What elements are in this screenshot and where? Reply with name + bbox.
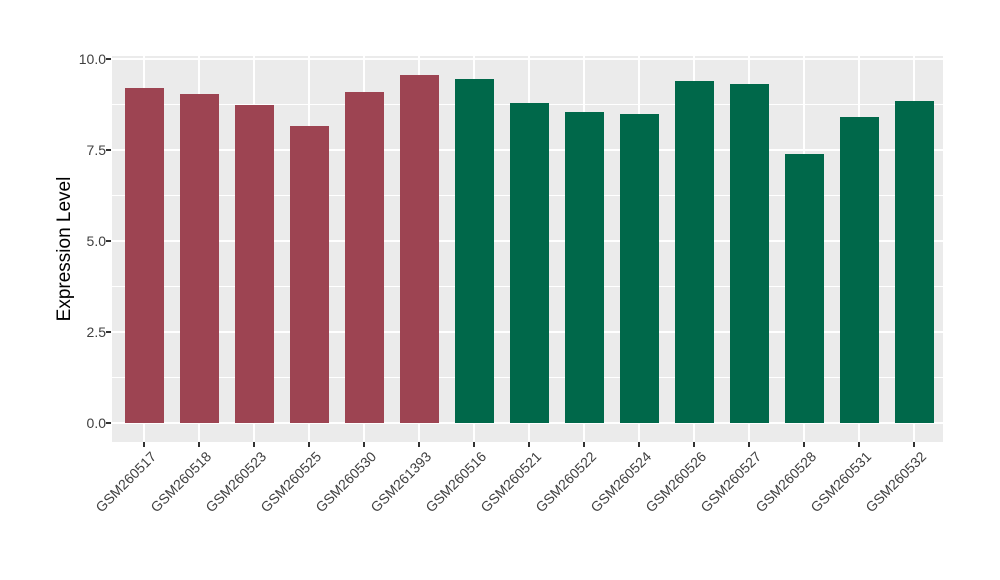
bar-GSM260523 bbox=[234, 104, 274, 423]
x-tick-mark bbox=[418, 442, 420, 447]
y-tick-label: 10.0 bbox=[78, 51, 106, 67]
y-tick-label: 5.0 bbox=[86, 233, 106, 249]
bar-GSM260532 bbox=[894, 100, 934, 423]
y-axis-title: Expression Level bbox=[54, 176, 75, 322]
y-tick-mark bbox=[106, 149, 111, 151]
x-tick-mark bbox=[198, 442, 200, 447]
y-tick-label: 2.5 bbox=[86, 324, 106, 340]
bar-GSM260522 bbox=[564, 111, 604, 423]
y-tick-label: 7.5 bbox=[86, 142, 106, 158]
y-tick-mark bbox=[106, 58, 111, 60]
bar-GSM260521 bbox=[509, 102, 549, 423]
y-tick-label: 0.0 bbox=[86, 415, 106, 431]
bar-GSM260530 bbox=[344, 91, 384, 423]
x-tick-mark bbox=[253, 442, 255, 447]
bar-GSM260525 bbox=[289, 126, 329, 423]
y-tick-mark bbox=[106, 422, 111, 424]
bar-GSM260524 bbox=[619, 113, 659, 423]
x-tick-mark bbox=[473, 442, 475, 447]
x-tick-mark bbox=[528, 442, 530, 447]
x-tick-mark bbox=[363, 442, 365, 447]
bar-GSM260516 bbox=[454, 79, 494, 423]
x-tick-mark bbox=[583, 442, 585, 447]
bar-GSM260531 bbox=[839, 117, 879, 423]
x-tick-mark bbox=[693, 442, 695, 447]
bar-GSM261393 bbox=[399, 75, 439, 423]
x-tick-mark bbox=[803, 442, 805, 447]
bar-GSM260527 bbox=[729, 84, 769, 423]
x-tick-mark bbox=[913, 442, 915, 447]
x-tick-mark bbox=[858, 442, 860, 447]
plot-panel bbox=[112, 56, 943, 442]
x-tick-mark bbox=[308, 442, 310, 447]
y-tick-mark bbox=[106, 240, 111, 242]
y-tick-mark bbox=[106, 331, 111, 333]
x-tick-mark bbox=[638, 442, 640, 447]
h-gridline-major bbox=[112, 422, 943, 424]
x-tick-mark bbox=[143, 442, 145, 447]
bar-GSM260526 bbox=[674, 80, 714, 423]
bar-GSM260518 bbox=[179, 93, 219, 423]
bar-GSM260517 bbox=[124, 88, 164, 423]
h-gridline-major bbox=[112, 58, 943, 60]
bar-GSM260528 bbox=[784, 153, 824, 423]
x-tick-mark bbox=[748, 442, 750, 447]
